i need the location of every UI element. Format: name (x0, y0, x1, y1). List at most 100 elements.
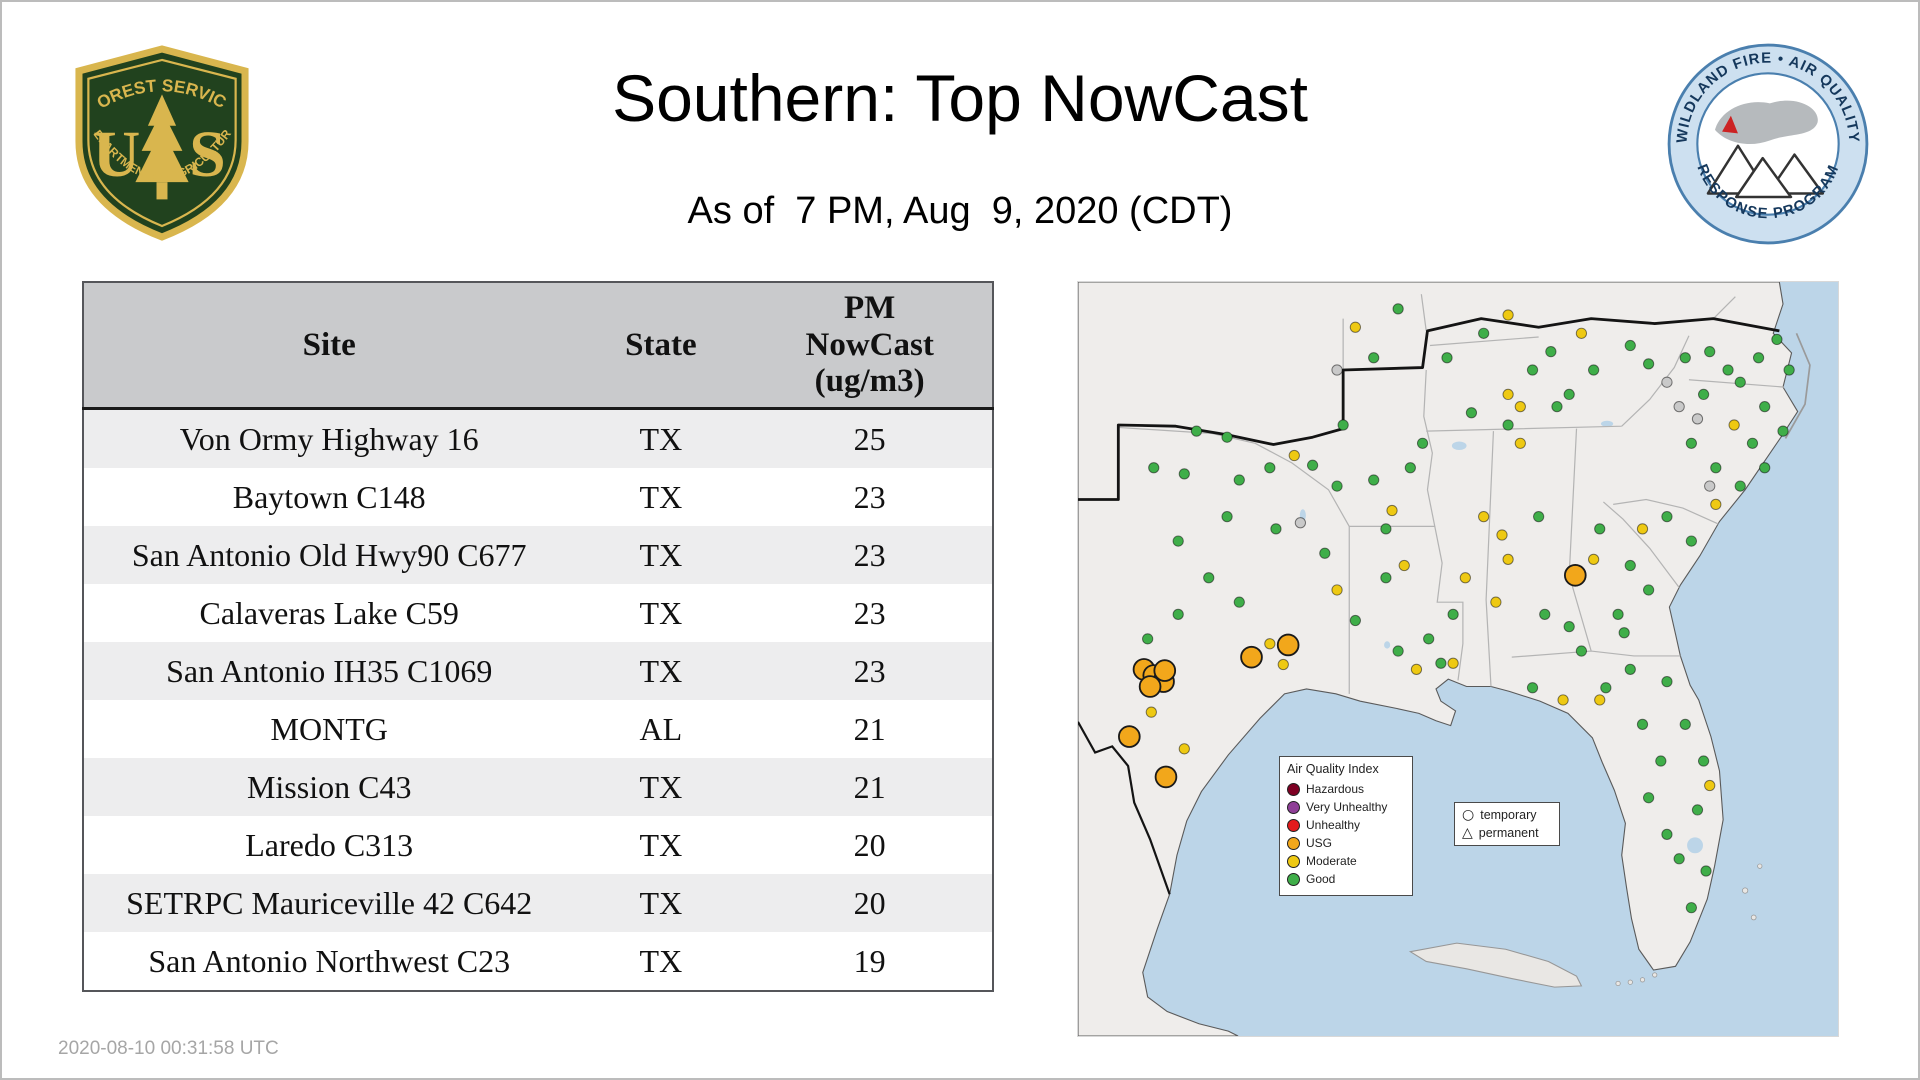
nowcast-table: Site State PM NowCast (ug/m3) Von Ormy H… (82, 281, 994, 992)
monitor-dot (1502, 309, 1514, 321)
monitor-dot (1624, 663, 1636, 676)
state-cell: TX (639, 884, 683, 921)
aqi-legend-item: Unhealthy (1287, 816, 1405, 834)
monitor-dot (1704, 346, 1716, 358)
monitor-dot (1679, 718, 1691, 731)
aqi-swatch-icon (1287, 782, 1300, 796)
monitor-dot (1618, 627, 1630, 639)
monitor-dot (1685, 437, 1697, 449)
bahamas-islands (1742, 863, 1763, 921)
monitor-dot (1502, 388, 1514, 401)
monitor-dot (1685, 902, 1697, 914)
monitor-dot (1221, 431, 1233, 443)
monitor-dot (1240, 645, 1263, 669)
monitor-dot (1710, 462, 1722, 474)
monitor-dot (1752, 352, 1765, 364)
monitor-dot (1221, 511, 1233, 523)
state-cell: TX (639, 420, 683, 457)
forest-service-logo-icon: FOREST SERVICE U S DEPARTMENT OF AGRICUL… (68, 44, 249, 241)
aqi-item-label: USG (1306, 836, 1333, 850)
monitor-dot (1380, 523, 1392, 535)
site-cell: Von Ormy Highway 16 (179, 420, 479, 457)
col-header-site: Site (83, 282, 575, 410)
monitor-dot (1118, 725, 1141, 748)
site-cell: MONTG (270, 710, 388, 747)
monitor-dot (1697, 755, 1710, 767)
monitor-dot (1288, 449, 1300, 462)
monitor-dot (1551, 401, 1563, 413)
pm-value-cell: 23 (853, 594, 886, 631)
monitor-dot (1380, 572, 1392, 584)
monitor-dot (1270, 523, 1282, 535)
monitor-dot (1734, 376, 1746, 388)
triangle-marker-icon: △ (1462, 825, 1473, 841)
aqi-item-label: Hazardous (1306, 782, 1365, 796)
monitor-dot (1526, 364, 1539, 376)
pm-value-cell: 23 (853, 652, 886, 689)
monitor-dot (1392, 645, 1404, 657)
table-row: SETRPC Mauriceville 42 C642 TX 20 (83, 874, 993, 932)
monitor-dot (1722, 364, 1734, 376)
site-cell: San Antonio Old Hwy90 C677 (131, 536, 527, 573)
site-cell: Calaveras Lake C59 (199, 594, 459, 631)
monitor-dot (1398, 559, 1410, 572)
monitor-dot (1642, 792, 1655, 804)
monitor-dot (1588, 553, 1600, 566)
map-container: Air Quality Index Hazardous Very Unhealth… (1077, 281, 1839, 1037)
monitor-dot (1502, 419, 1514, 431)
monitor-dot (1661, 511, 1673, 523)
circle-marker-icon: ○ (1462, 807, 1475, 823)
table-row: San Antonio Old Hwy90 C677 TX 23 (83, 526, 993, 584)
monitor-dot (1771, 333, 1783, 346)
as-of-subtitle: As of 7 PM, Aug 9, 2020 (CDT) (687, 190, 1233, 232)
monitor-dot (1142, 633, 1154, 645)
marker-legend-item: ○ temporary (1462, 806, 1552, 824)
monitor-dot (1624, 559, 1636, 572)
marker-legend-item: △ permanent (1462, 824, 1552, 842)
monitor-dot (1459, 572, 1471, 584)
monitor-dot (1636, 718, 1649, 731)
monitor-dot (1685, 535, 1697, 547)
pm-value-cell: 23 (853, 536, 886, 573)
monitor-dot (1563, 620, 1575, 633)
generation-timestamp: 2020-08-10 00:31:58 UTC (58, 1038, 279, 1059)
state-cell: TX (639, 594, 683, 631)
monitor-dot (1600, 682, 1612, 694)
monitor-dot (1447, 657, 1459, 669)
monitor-dot (1545, 346, 1557, 358)
monitor-dot (1331, 480, 1343, 492)
monitor-dot (1759, 401, 1771, 413)
pm-value-cell: 21 (853, 768, 886, 805)
monitor-dot (1691, 413, 1704, 425)
monitor-dot (1514, 401, 1526, 413)
aqi-legend-item: Hazardous (1287, 780, 1405, 798)
table-row: Von Ormy Highway 16 TX 25 (83, 408, 993, 468)
monitor-dot (1691, 804, 1704, 816)
col-header-state: State (574, 282, 748, 410)
fs-letter-u: U (93, 118, 141, 191)
monitor-dot (1233, 596, 1245, 608)
aqi-item-label: Good (1306, 872, 1336, 886)
monitor-dot (1661, 376, 1673, 388)
monitor-dot (1557, 694, 1569, 706)
monitor-dot (1783, 364, 1795, 376)
fire-marker-icon (1722, 115, 1738, 134)
monitor-dot (1533, 511, 1545, 523)
monitor-dot (1153, 659, 1177, 682)
barrier-islands (1784, 332, 1811, 439)
monitor-dot (1276, 633, 1300, 657)
monitor-dot (1178, 468, 1190, 480)
aqi-legend-items: Hazardous Very Unhealthy Unhealthy USG Moder… (1287, 780, 1405, 888)
aqi-swatch-icon (1287, 854, 1300, 868)
marker-item-label: permanent (1478, 826, 1539, 840)
monitor-dot (1710, 498, 1722, 511)
nowcast-table-body: Von Ormy Highway 16 TX 25 Baytown C148 TX 23 S… (83, 408, 993, 991)
monitor-dot (1264, 462, 1276, 474)
pm-value-cell: 25 (853, 420, 886, 457)
monitor-dot (1277, 658, 1289, 671)
wfaqrp-logo-icon: WILDLAND FIRE • AIR QUALITY RESPONSE PRO… (1667, 43, 1869, 245)
monitor-dot (1734, 480, 1746, 492)
state-cell: TX (639, 478, 683, 515)
monitor-dot (1594, 523, 1606, 535)
monitor-dot (1478, 327, 1490, 339)
